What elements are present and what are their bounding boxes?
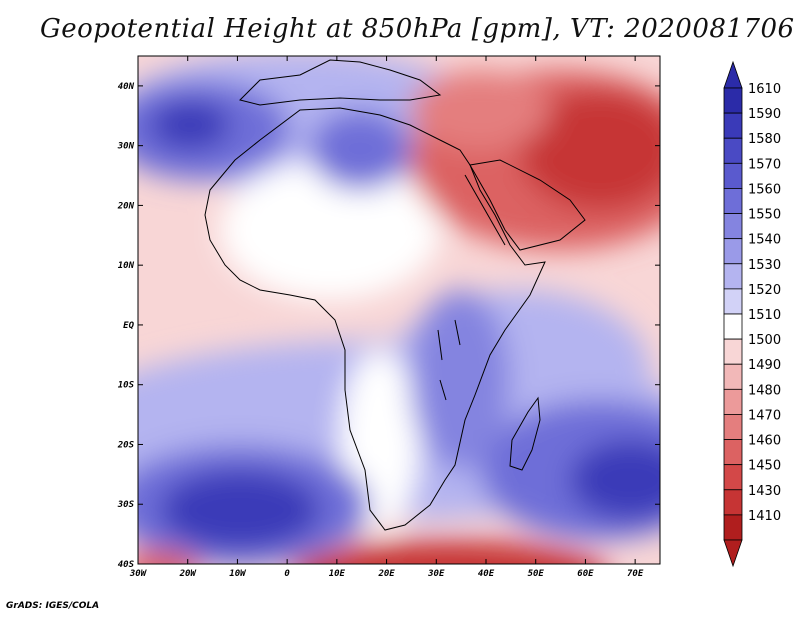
y-tick-label: 40N [118, 82, 135, 92]
colorbar-label: 1610 [748, 82, 781, 97]
colorbar-swatch [723, 288, 743, 315]
colorbar-label: 1480 [748, 383, 781, 398]
height-field [138, 56, 660, 564]
colorbar-bottom-arrow [723, 539, 743, 568]
x-tick-label: 60E [577, 569, 594, 579]
colorbar-swatch [723, 213, 743, 240]
colorbar-label: 1580 [748, 132, 781, 147]
x-tick-label: 40E [478, 569, 495, 579]
y-tick-label: 20S [117, 440, 135, 450]
colorbar-label: 1590 [748, 107, 781, 122]
colorbar-label: 1500 [748, 333, 781, 348]
colorbar-label: 1410 [748, 509, 781, 524]
colorbar-swatch [723, 162, 743, 189]
arabia-coastline [469, 159, 586, 251]
colorbar-swatch [723, 137, 743, 164]
colorbar-label: 1450 [748, 459, 781, 474]
colorbar-label: 1540 [748, 233, 781, 248]
map-title: Geopotential Height at 850hPa [gpm], VT:… [40, 14, 795, 44]
colorbar-swatch [723, 188, 743, 214]
y-tick-label: 30N [117, 142, 135, 152]
colorbar-swatch [723, 363, 743, 390]
colorbar-swatch [723, 338, 743, 365]
colorbar-swatch [723, 313, 743, 340]
y-tick-label: EQ [123, 321, 134, 331]
x-tick-label: 70E [627, 569, 644, 579]
colorbar-swatch [723, 87, 743, 114]
x-tick-label: 30W [129, 569, 148, 579]
x-tick-label: 10E [329, 569, 346, 579]
colorbar-swatch [723, 514, 743, 541]
axis-ticks: 30W 20W 10W 0 10E 20E 30E 40E 50E 60E 70E 40N 30N 20N… [117, 56, 660, 579]
colorbar-label: 1430 [748, 484, 781, 499]
colorbar-label: 1560 [748, 182, 781, 197]
african-lakes [437, 319, 461, 401]
colorbar-swatch [723, 439, 743, 466]
y-tick-label: 20N [117, 201, 135, 211]
colorbar: 1610 1590 1580 1570 1560 1550 1540 1530 1520 1510… [723, 60, 781, 568]
x-tick-label: 20E [377, 569, 395, 579]
colorbar-label: 1470 [748, 408, 781, 423]
x-tick-label: 50E [528, 569, 545, 579]
grads-credit: GrADS: IGES/COLA [6, 601, 100, 611]
colorbar-swatch [723, 263, 743, 290]
colorbar-swatch [723, 238, 743, 265]
coastlines [204, 59, 586, 531]
colorbar-label: 1490 [748, 358, 781, 373]
x-tick-label: 20W [179, 569, 198, 579]
colorbar-swatch [723, 489, 743, 516]
colorbar-label: 1550 [748, 208, 781, 223]
africa-coastline [204, 107, 546, 531]
colorbar-label: 1520 [748, 283, 781, 298]
y-tick-label: 10N [118, 261, 135, 271]
colorbar-top-arrow [723, 60, 743, 89]
colorbar-swatch [723, 112, 743, 139]
plot-frame [137, 55, 661, 565]
colorbar-swatch [723, 464, 743, 491]
x-tick-label: 30E [427, 569, 445, 579]
x-tick-label: 0 [284, 569, 290, 579]
y-tick-label: 40S [118, 560, 135, 570]
colorbar-label: 1460 [748, 434, 781, 449]
colorbar-swatch [723, 388, 743, 415]
x-tick-label: 10W [229, 569, 247, 579]
y-tick-label: 10S [118, 381, 135, 391]
madagascar-coastline [509, 396, 541, 471]
red-sea [464, 174, 506, 246]
y-tick-label: 30S [117, 500, 135, 510]
colorbar-label: 1530 [748, 258, 781, 273]
colorbar-swatch [723, 414, 743, 440]
colorbar-label: 1510 [748, 308, 781, 323]
colorbar-label: 1570 [748, 157, 781, 172]
europe-coastline [239, 59, 442, 106]
